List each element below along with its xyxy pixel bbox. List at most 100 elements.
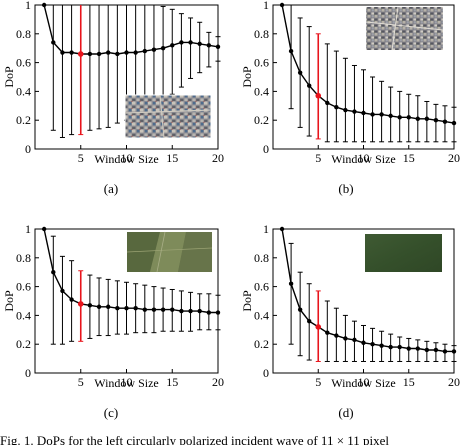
y-tick-label: 0: [263, 142, 269, 156]
y-tick-label: 1: [263, 222, 269, 236]
inset-image-dense-urban: [365, 6, 444, 51]
data-point: [379, 112, 384, 117]
data-point: [41, 226, 47, 232]
y-tick-label: 1: [263, 0, 269, 12]
y-axis-label: DoP: [2, 66, 16, 88]
data-point: [60, 50, 65, 55]
y-tick-label: 0: [25, 142, 31, 156]
data-point: [96, 304, 102, 309]
data-point: [297, 307, 303, 312]
x-tick-label: 10: [358, 151, 370, 165]
data-point: [334, 105, 339, 110]
y-tick-label: 0.2: [254, 337, 269, 351]
y-tick-label: 0.4: [16, 308, 31, 322]
data-point: [160, 46, 166, 51]
y-tick-label: 0.8: [16, 27, 31, 41]
data-point: [60, 288, 65, 294]
data-point: [415, 116, 420, 121]
data-point: [151, 307, 157, 312]
inset-image-urban: [124, 94, 212, 139]
data-point: [388, 344, 393, 350]
y-tick-label: 0.4: [16, 84, 31, 98]
data-point: [334, 333, 339, 338]
data-point: [41, 2, 47, 8]
x-tick-label: 20: [448, 375, 460, 389]
data-point: [279, 2, 285, 8]
data-point: [406, 115, 411, 120]
inset-image-forest: [365, 234, 442, 272]
y-tick-label: 0.4: [254, 84, 269, 98]
data-point: [188, 308, 193, 314]
data-point: [206, 43, 212, 48]
y-tick-label: 0.6: [16, 280, 31, 294]
x-axis-label: Window Size: [331, 152, 396, 166]
panel-label-a: (a): [104, 181, 118, 196]
x-axis-label: Window Size: [94, 376, 159, 390]
y-tick-label: 0.6: [254, 280, 269, 294]
data-point: [424, 347, 430, 353]
data-point: [106, 304, 111, 309]
y-tick-label: 0.2: [16, 337, 31, 351]
x-tick-label: 5: [315, 151, 321, 165]
data-point: [197, 308, 202, 314]
x-tick-label: 15: [403, 375, 415, 389]
x-tick-label: 5: [78, 375, 84, 389]
data-point: [115, 51, 120, 57]
x-tick-label: 5: [315, 375, 321, 389]
data-point: [325, 330, 330, 335]
data-point: [361, 110, 366, 116]
x-tick-label: 10: [121, 375, 133, 389]
data-point: [415, 346, 420, 351]
data-point: [343, 336, 348, 341]
y-axis-label: DoP: [240, 66, 254, 88]
data-point: [151, 47, 157, 52]
data-point: [215, 310, 221, 315]
x-tick-label: 20: [212, 375, 224, 389]
data-point: [87, 51, 93, 57]
y-axis-label: DoP: [240, 290, 254, 312]
data-point: [179, 40, 184, 45]
caption-text: Fig. 1. DoPs for the left circularly pol…: [0, 433, 390, 445]
data-point: [388, 113, 393, 119]
data-point: [51, 270, 56, 275]
highlight-point: [315, 324, 322, 330]
data-point: [142, 48, 147, 54]
y-tick-label: 0: [25, 366, 31, 380]
data-point: [170, 43, 175, 48]
data-point: [352, 337, 357, 343]
y-tick-label: 0.8: [254, 251, 269, 265]
panel-label-b: (b): [338, 181, 353, 196]
data-point: [406, 346, 411, 351]
data-point: [370, 342, 375, 347]
data-point: [96, 51, 102, 57]
data-point: [307, 83, 312, 88]
x-tick-label: 15: [166, 375, 178, 389]
y-tick-label: 0.2: [254, 113, 269, 127]
data-point: [379, 343, 384, 348]
data-point: [352, 109, 357, 114]
data-point: [343, 107, 348, 113]
data-point: [124, 306, 129, 311]
data-point: [433, 347, 439, 353]
series-line: [43, 4, 219, 55]
x-axis-label: Window Size: [331, 376, 396, 390]
y-tick-label: 0.2: [16, 113, 31, 127]
data-point: [133, 306, 138, 311]
data-point: [215, 44, 221, 49]
data-point: [279, 226, 285, 232]
y-tick-label: 0.8: [16, 251, 31, 265]
data-point: [307, 318, 312, 324]
x-tick-label: 15: [403, 151, 415, 165]
data-point: [424, 116, 430, 121]
data-point: [433, 118, 439, 123]
data-point: [69, 297, 74, 302]
y-tick-label: 1: [25, 0, 31, 12]
data-point: [170, 307, 175, 312]
data-point: [451, 349, 457, 354]
x-tick-label: 15: [166, 151, 178, 165]
data-point: [87, 303, 93, 308]
data-point: [115, 306, 120, 311]
